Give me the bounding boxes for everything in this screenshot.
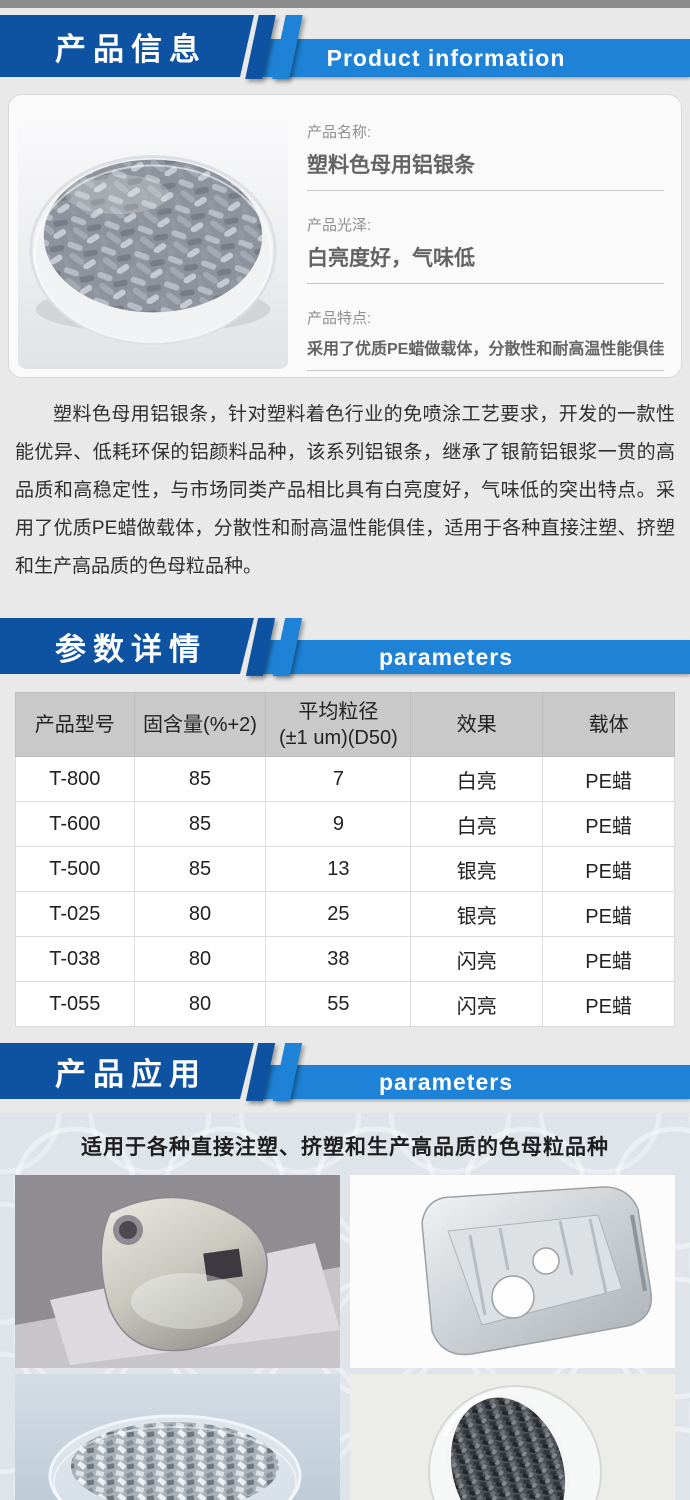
machined-aluminum-enclosure-photo [350,1175,675,1368]
table-cell: 闪亮 [410,981,544,1027]
field-label: 产品光泽: [307,217,372,234]
table-cell: T-038 [15,936,135,982]
product-name-field: 产品名称: 塑料色母用铝银条 [307,121,665,191]
table-row: T-600 85 9 白亮 PE蜡 [15,801,675,847]
column-header: 效果 [410,692,544,757]
section-title-zh: 参数详情 [55,631,207,667]
field-label: 产品名称: [307,124,372,141]
section-header-parameters: parameters 参数详情 [0,618,690,676]
column-header: 固含量(%+2) [133,692,267,757]
table-cell: 80 [133,936,267,982]
table-row: T-055 80 55 闪亮 PE蜡 [15,981,675,1027]
table-cell: 银亮 [410,891,544,937]
table-cell: T-055 [15,981,135,1027]
table-cell: 9 [265,801,412,847]
table-cell: PE蜡 [542,981,675,1027]
field-label: 产品特点: [307,310,372,327]
table-cell: PE蜡 [542,936,675,982]
header-subtitle-bar: Product information [262,39,690,77]
parameters-table: 产品型号 固含量(%+2) 平均粒径 (±1 um)(D50) 效果 载体 T-800 8… [15,692,675,1027]
table-cell: 85 [133,801,267,847]
table-cell: 25 [265,891,412,937]
product-info-card: 产品名称: 塑料色母用铝银条 产品光泽: 白亮度好，气味低 产品特点: 采用了优… [8,94,682,378]
table-cell: 80 [133,981,267,1027]
product-feature-field: 产品特点: 采用了优质PE蜡做载体，分散性和耐高温性能俱佳 [307,307,665,371]
table-cell: 13 [265,846,412,892]
table-cell: 白亮 [410,801,544,847]
product-photo [17,103,289,369]
column-header: 载体 [542,692,675,757]
header-subtitle-bar: parameters [262,640,690,674]
silver-plastic-housing-photo [15,1175,340,1368]
table-cell: 白亮 [410,756,544,802]
parameters-table-wrap: 产品型号 固含量(%+2) 平均粒径 (±1 um)(D50) 效果 载体 T-800 8… [15,692,675,1027]
top-divider [0,0,690,8]
header-title-block: 产品应用 [0,1043,254,1099]
section-header-application: parameters 产品应用 [0,1043,690,1101]
table-cell: 85 [133,846,267,892]
table-cell: 银亮 [410,846,544,892]
petri-dish-pellets-image [18,103,288,369]
table-cell: T-600 [15,801,135,847]
application-section: 适用于各种直接注塑、挤塑和生产高品质的色母粒品种 [0,1113,690,1500]
section-title-zh: 产品信息 [55,31,207,67]
section-title-zh: 产品应用 [55,1056,207,1092]
product-gloss-field: 产品光泽: 白亮度好，气味低 [307,214,665,284]
table-cell: T-800 [15,756,135,802]
table-cell: T-500 [15,846,135,892]
table-row: T-038 80 38 闪亮 PE蜡 [15,936,675,982]
param-table-body: T-800 85 7 白亮 PE蜡 T-600 85 9 白亮 PE蜡 T-500 85 13 银亮 PE蜡… [15,756,675,1027]
header-subtitle-bar: parameters [262,1065,690,1099]
table-cell: T-025 [15,891,135,937]
product-description: 塑料色母用铝银条，针对塑料着色行业的免喷涂工艺要求，开发的一款性能优异、低耗环保… [15,404,675,577]
param-table-head-row: 产品型号 固含量(%+2) 平均粒径 (±1 um)(D50) 效果 载体 [15,692,675,757]
section-title-en: parameters [378,643,514,670]
section-title-en: parameters [378,1068,514,1095]
table-cell: 闪亮 [410,936,544,982]
table-cell: PE蜡 [542,756,675,802]
product-info-panel: 产品名称: 塑料色母用铝银条 产品光泽: 白亮度好，气味低 产品特点: 采用了优… [289,103,678,371]
dish-of-silver-pellets-photo [15,1374,340,1500]
table-row: T-500 85 13 银亮 PE蜡 [15,846,675,892]
field-value: 采用了优质PE蜡做载体，分散性和耐高温性能俱佳 [307,335,665,371]
table-row: T-025 80 25 银亮 PE蜡 [15,891,675,937]
table-cell: 38 [265,936,412,982]
table-cell: 55 [265,981,412,1027]
table-cell: 85 [133,756,267,802]
table-cell: PE蜡 [542,891,675,937]
column-header: 平均粒径 (±1 um)(D50) [265,692,412,757]
table-cell: PE蜡 [542,801,675,847]
column-header: 产品型号 [15,692,135,757]
section-title-en: Product information [326,44,566,71]
header-title-block: 产品信息 [0,15,254,77]
glass-bowl-of-masterbatch-pellets-photo [350,1374,675,1500]
field-value: 塑料色母用铝银条 [307,149,665,191]
section-header-product-info: Product information 产品信息 [0,15,690,79]
application-caption: 适用于各种直接注塑、挤塑和生产高品质的色母粒品种 [81,1136,609,1159]
header-title-block: 参数详情 [0,618,254,674]
table-cell: 7 [265,756,412,802]
table-row: T-800 85 7 白亮 PE蜡 [15,756,675,802]
table-cell: PE蜡 [542,846,675,892]
application-image-grid [15,1175,675,1500]
table-cell: 80 [133,891,267,937]
field-value: 白亮度好，气味低 [307,242,665,284]
